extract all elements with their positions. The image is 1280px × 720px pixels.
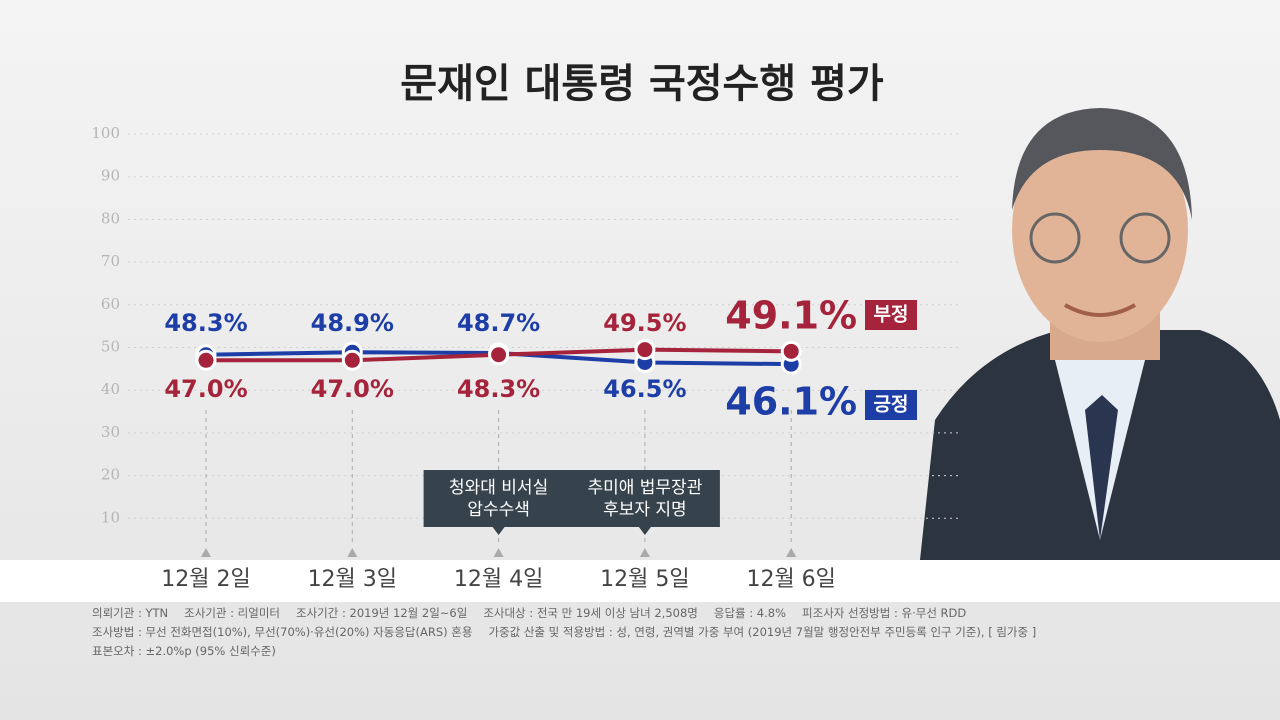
legend-box — [865, 300, 917, 330]
point — [341, 349, 363, 371]
x-tick-label: 12월 3일 — [308, 567, 397, 592]
legend-box — [865, 390, 917, 420]
event-text: 청와대 비서실 — [449, 478, 548, 498]
point — [195, 349, 217, 371]
footer-item: 응답률 : 4.8% — [713, 606, 787, 620]
footer: 의뢰기관 : YTN 조사기관 : 리얼미터 조사기간 : 2019년 12월 2일… — [92, 604, 1036, 661]
value-label: 49.5% — [603, 309, 686, 337]
point — [634, 339, 656, 361]
value-label: 47.0% — [311, 375, 394, 403]
event-text: 추미애 법무장관 — [587, 478, 702, 498]
axis-marker — [201, 548, 211, 557]
x-tick-label: 12월 5일 — [600, 567, 689, 592]
legend-label: 긍정 — [874, 394, 909, 416]
footer-item: 조사대상 : 전국 만 19세 이상 남녀 2,508명 — [483, 606, 698, 620]
footer-row: 의뢰기관 : YTN 조사기관 : 리얼미터 조사기간 : 2019년 12월 2일… — [92, 604, 1036, 623]
footer-item: 조사방법 : 무선 전화면접(10%), 무선(70%)·유선(20%) 자동응… — [92, 625, 473, 639]
value-label: 46.1% — [725, 380, 857, 424]
y-tick-label: 40 — [101, 380, 120, 398]
y-tick-label: 20 — [101, 466, 120, 484]
footer-item: 피조사자 선정방법 : 유·무선 RDD — [802, 606, 967, 620]
event-pointer — [492, 527, 505, 535]
value-label: 48.3% — [457, 375, 540, 403]
value-label: 48.3% — [164, 309, 247, 337]
footer-item: 표본오차 : ±2.0%p (95% 신뢰수준) — [92, 644, 276, 658]
y-tick-label: 30 — [101, 423, 120, 441]
event-bg — [569, 470, 720, 527]
axis-marker — [786, 548, 797, 557]
footer-row: 표본오차 : ±2.0%p (95% 신뢰수준) — [92, 642, 1036, 661]
event-pointer — [638, 527, 651, 535]
value-label: 47.0% — [164, 375, 247, 403]
y-tick-label: 70 — [101, 252, 120, 270]
portrait — [920, 108, 1280, 560]
value-label: 48.7% — [457, 309, 540, 337]
x-tick-label: 12월 2일 — [161, 567, 250, 592]
x-tick-label: 12월 4일 — [454, 567, 543, 592]
footer-item: 의뢰기관 : YTN — [92, 606, 169, 620]
event-text: 후보자 지명 — [603, 500, 687, 520]
event-bg — [423, 470, 574, 527]
value-label: 49.1% — [725, 294, 857, 338]
x-tick-label: 12월 6일 — [746, 567, 835, 592]
axis-band — [0, 560, 1280, 602]
value-label: 46.5% — [603, 375, 686, 403]
point — [488, 344, 510, 366]
y-tick-label: 80 — [101, 209, 120, 227]
axis-marker — [639, 548, 650, 557]
legend-label: 부정 — [874, 304, 909, 326]
footer-item: 가중값 산출 및 적용방법 : 성, 연령, 권역별 가중 부여 (2019년 … — [488, 625, 1037, 639]
footer-item: 조사기관 : 리얼미터 — [184, 606, 280, 620]
footer-item: 조사기간 : 2019년 12월 2일~6일 — [296, 606, 468, 620]
y-tick-label: 90 — [101, 167, 120, 185]
y-tick-label: 50 — [101, 338, 120, 356]
value-label: 48.9% — [311, 309, 394, 337]
axis-marker — [347, 548, 358, 557]
point — [780, 340, 802, 362]
event-text: 압수수색 — [467, 500, 530, 520]
axis-marker — [493, 548, 504, 557]
y-tick-label: 100 — [91, 124, 120, 142]
footer-row: 조사방법 : 무선 전화면접(10%), 무선(70%)·유선(20%) 자동응… — [92, 623, 1036, 642]
chart-title: 문재인 대통령 국정수행 평가 — [400, 61, 884, 107]
y-tick-label: 10 — [101, 508, 120, 526]
y-tick-label: 60 — [101, 295, 120, 313]
